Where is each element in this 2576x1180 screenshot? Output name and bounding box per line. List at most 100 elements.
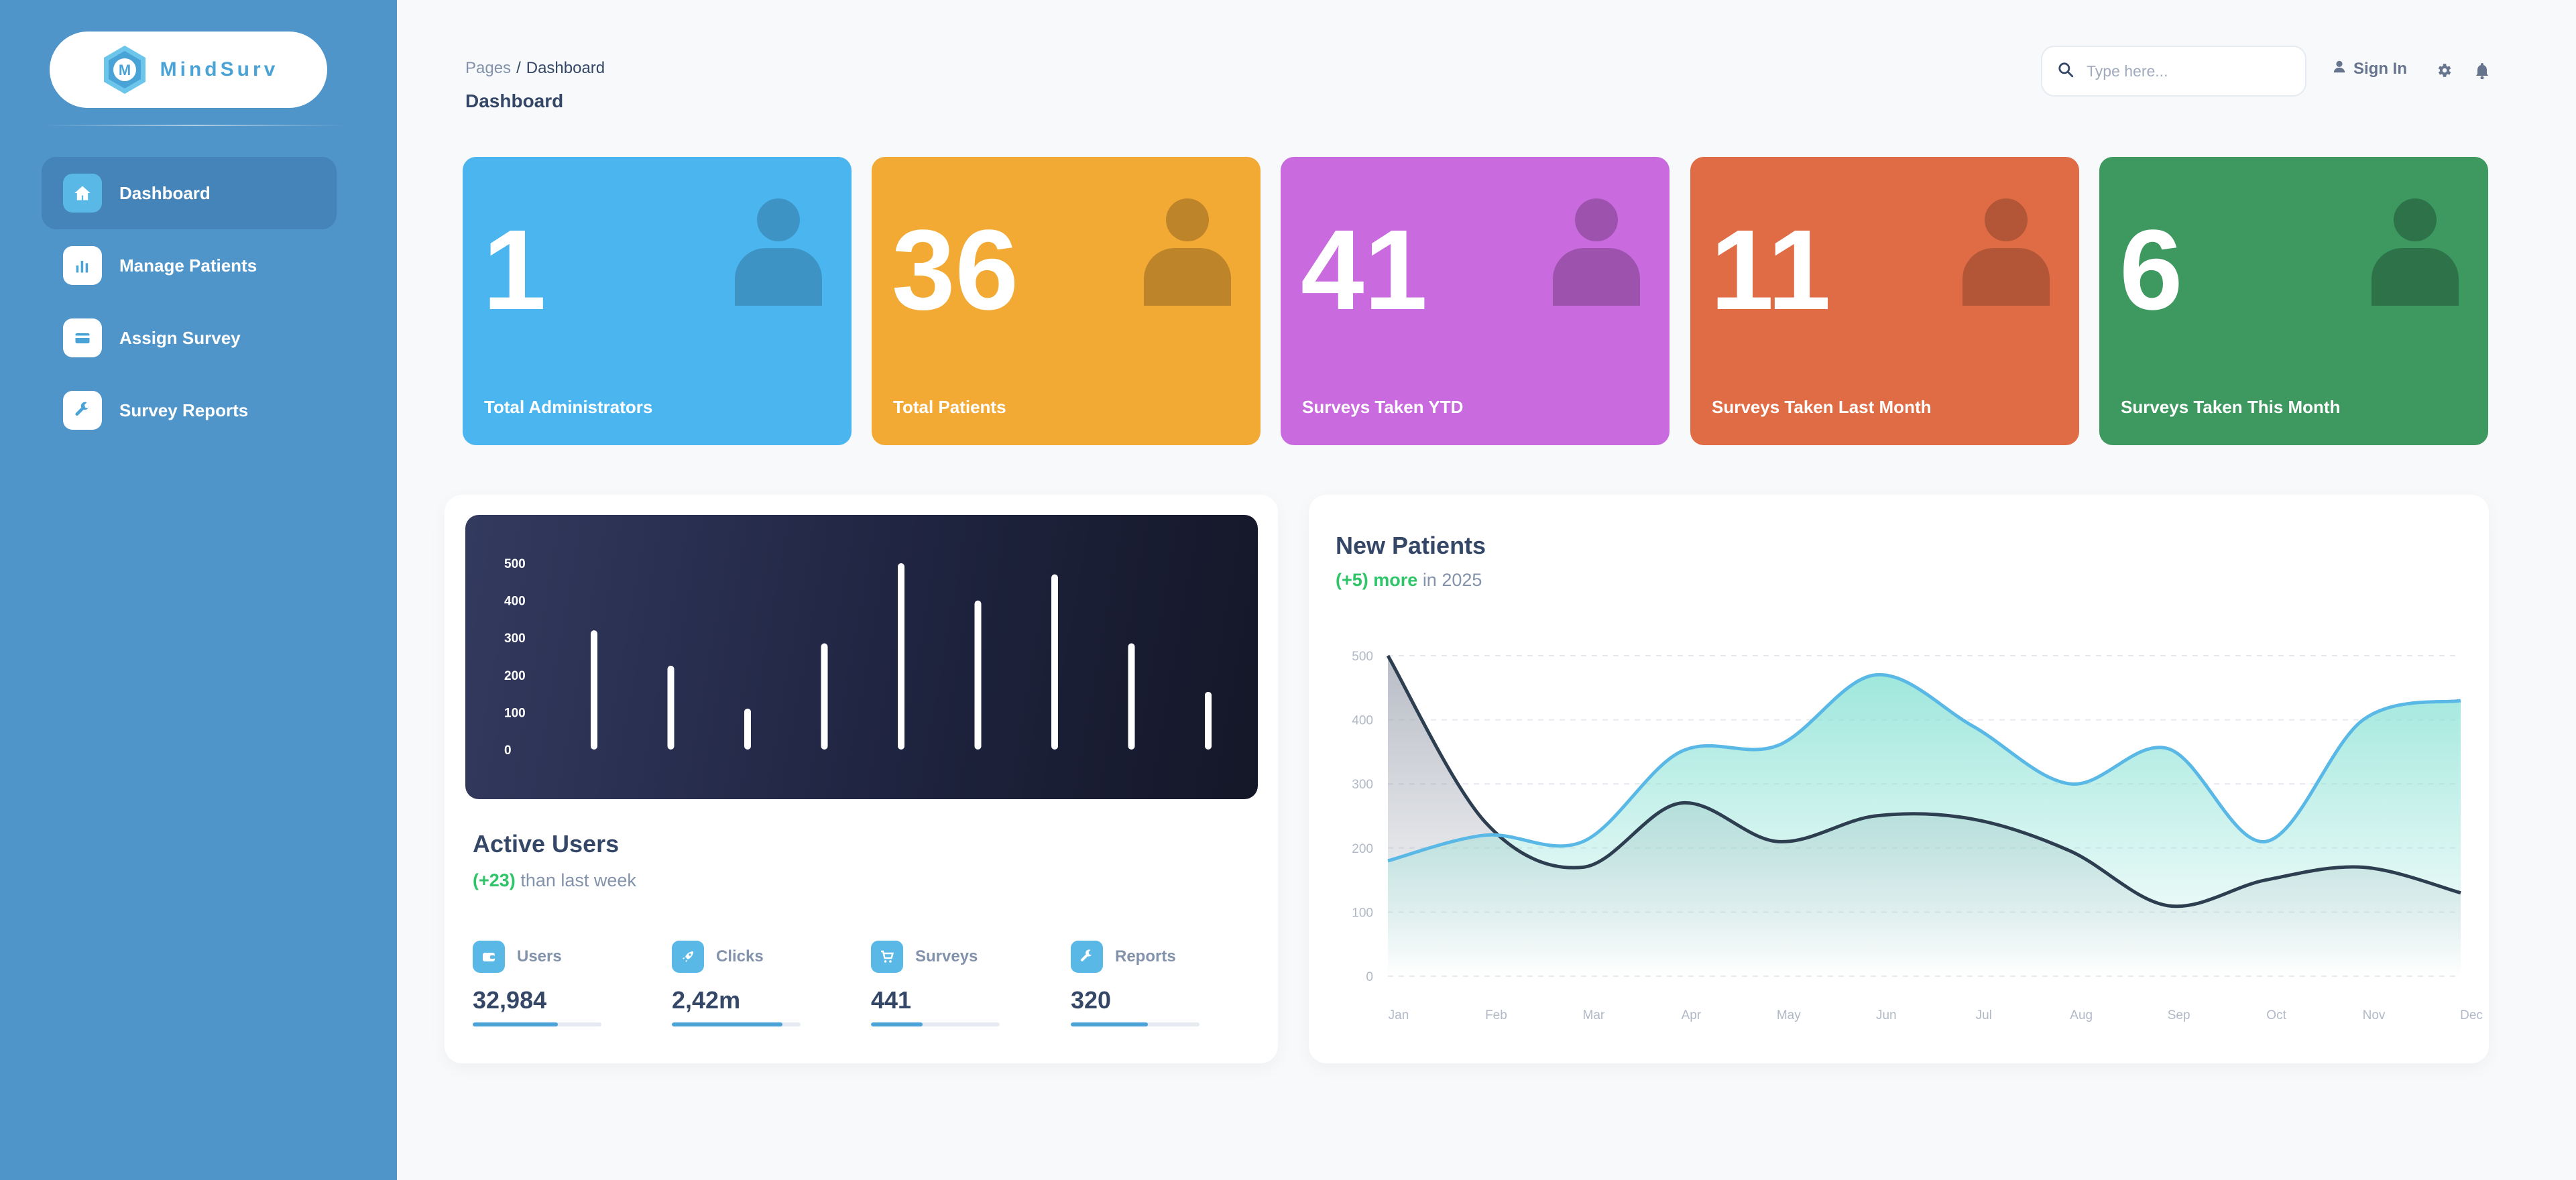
y-tick-label: 200	[1352, 842, 1373, 856]
user-icon	[2332, 59, 2347, 78]
stat-value: 11	[1710, 206, 1831, 334]
bar[interactable]	[898, 563, 904, 750]
stat-card-total-administrators[interactable]: 1 Total Administrators	[463, 157, 852, 445]
y-tick-label: 500	[1352, 650, 1373, 664]
metric-reports: Reports 320	[1071, 941, 1202, 1026]
person-icon	[1963, 198, 2050, 306]
metric-label: Clicks	[716, 947, 764, 965]
sidebar: M MindSurv Dashboard Manage Patients Ass…	[0, 0, 397, 1180]
person-icon	[2372, 198, 2459, 306]
x-tick-label: May	[1777, 1008, 1801, 1022]
metric-label: Users	[517, 947, 562, 965]
active-users-delta-text: than last week	[520, 870, 636, 890]
sidebar-item-label: Assign Survey	[119, 327, 241, 348]
sidebar-item-survey-reports[interactable]: Survey Reports	[42, 374, 337, 447]
bar[interactable]	[821, 643, 828, 750]
search-input[interactable]	[2087, 62, 2281, 80]
active-users-card: 500 400 300 200 100 0 Active Users (+23) than…	[445, 495, 1278, 1063]
bar[interactable]	[591, 630, 597, 750]
metric-value: 320	[1071, 986, 1112, 1014]
bar-chart-icon	[63, 246, 102, 285]
y-tick-label: 300	[1352, 778, 1373, 792]
sidebar-divider	[43, 125, 346, 126]
stat-card-surveys-taken-this-month[interactable]: 6 Surveys Taken This Month	[2099, 157, 2488, 445]
stat-card-surveys-taken-ytd[interactable]: 41 Surveys Taken YTD	[1281, 157, 1670, 445]
y-tick-label: 500	[504, 557, 526, 571]
stat-label: Surveys Taken Last Month	[1712, 397, 1932, 417]
stat-card-surveys-taken-last-month[interactable]: 11 Surveys Taken Last Month	[1690, 157, 2079, 445]
stat-card-total-patients[interactable]: 36 Total Patients	[872, 157, 1261, 445]
stat-value: 1	[483, 206, 546, 334]
stat-value: 36	[892, 206, 1019, 334]
brand-logo[interactable]: M MindSurv	[50, 32, 327, 108]
home-icon	[63, 174, 102, 213]
metric-progress-fill	[672, 1022, 783, 1026]
wrench-icon	[63, 391, 102, 430]
series-line[interactable]	[1387, 673, 2461, 863]
metric-progress-track	[672, 1022, 801, 1026]
new-patients-title: New Patients	[1336, 532, 1486, 559]
x-tick-label: Aug	[2070, 1008, 2093, 1022]
person-icon	[1144, 198, 1231, 306]
x-tick-label: Dec	[2460, 1008, 2483, 1022]
stat-value: 6	[2119, 206, 2183, 334]
active-users-subtitle: (+23) than last week	[473, 870, 636, 891]
bar[interactable]	[744, 708, 751, 750]
bar[interactable]	[1128, 643, 1135, 750]
bar[interactable]	[667, 665, 675, 750]
wallet-icon	[473, 941, 505, 973]
y-tick-label: 300	[504, 632, 526, 646]
stat-label: Total Patients	[893, 397, 1006, 417]
y-tick-label: 100	[504, 706, 526, 720]
breadcrumb: Pages / Dashboard	[465, 59, 605, 78]
breadcrumb-root[interactable]: Pages	[465, 59, 512, 77]
stat-label: Surveys Taken YTD	[1302, 397, 1464, 417]
metric-value: 32,984	[473, 986, 547, 1014]
y-tick-label: 400	[504, 595, 526, 609]
new-patients-subtitle: (+5) more in 2025	[1336, 570, 1482, 591]
metric-progress-fill	[1071, 1022, 1149, 1026]
sidebar-item-assign-survey[interactable]: Assign Survey	[42, 302, 337, 374]
bar[interactable]	[1051, 574, 1058, 750]
rocket-icon	[672, 941, 704, 973]
series-line[interactable]	[1386, 654, 2461, 908]
metric-progress-track	[473, 1022, 601, 1026]
x-tick-label: Mar	[1583, 1008, 1605, 1022]
breadcrumb-separator: /	[516, 59, 521, 77]
bar[interactable]	[974, 600, 982, 750]
sidebar-item-manage-patients[interactable]: Manage Patients	[42, 229, 337, 302]
metric-users: Users 32,984	[473, 941, 604, 1026]
sidebar-nav: Dashboard Manage Patients Assign Survey …	[42, 157, 337, 447]
x-tick-label: Oct	[2266, 1008, 2286, 1022]
sign-in-button[interactable]: Sign In	[2332, 59, 2407, 78]
active-users-bar-chart: 500 400 300 200 100 0	[465, 515, 1258, 799]
y-tick-label: 400	[1352, 714, 1373, 728]
person-icon	[735, 198, 822, 306]
metric-progress-fill	[871, 1022, 923, 1026]
y-tick-label: 0	[1366, 970, 1373, 984]
gear-icon[interactable]	[2435, 62, 2453, 82]
active-users-title: Active Users	[473, 830, 620, 858]
bell-icon[interactable]	[2474, 62, 2490, 82]
x-tick-label: Nov	[2363, 1008, 2386, 1022]
sidebar-item-dashboard[interactable]: Dashboard	[42, 157, 337, 229]
hexagon-logo-icon: M	[99, 44, 151, 96]
y-tick-label: 200	[504, 669, 526, 683]
bar[interactable]	[1205, 691, 1212, 750]
x-tick-label: Sep	[2168, 1008, 2190, 1022]
person-icon	[1553, 198, 1640, 306]
new-patients-area-chart: 500 400 300 200 100 0 Jan Feb Mar Apr May Jun Jul Aug…	[1352, 650, 2483, 1022]
metric-clicks: Clicks 2,42m	[672, 941, 803, 1026]
metric-surveys: Surveys 441	[871, 941, 1002, 1026]
metric-label: Surveys	[915, 947, 978, 965]
x-tick-label: Feb	[1485, 1008, 1507, 1022]
page-title: Dashboard	[465, 91, 564, 111]
stat-label: Surveys Taken This Month	[2121, 397, 2341, 417]
active-users-delta: (+23)	[473, 870, 516, 890]
metric-progress-track	[871, 1022, 1000, 1026]
metric-progress-fill	[473, 1022, 558, 1026]
credit-card-icon	[63, 318, 102, 357]
y-tick-label: 0	[504, 744, 512, 758]
sign-in-label: Sign In	[2353, 59, 2407, 78]
sidebar-item-label: Dashboard	[119, 182, 211, 203]
